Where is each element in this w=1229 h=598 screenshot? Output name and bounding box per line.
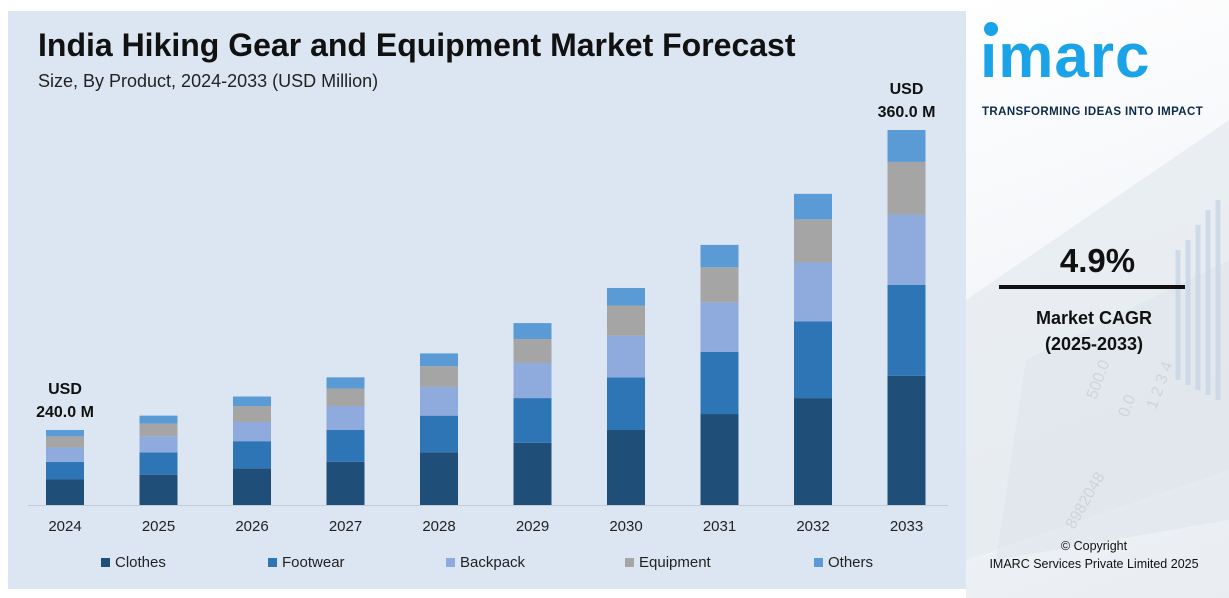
legend-item-others: Others: [814, 554, 873, 571]
annotation-currency-2033: USD: [890, 81, 924, 98]
cagr-divider: [999, 285, 1185, 289]
bar-segment-backpack-2025: [139, 436, 178, 453]
legend-item-clothes: Clothes: [101, 554, 166, 571]
copyright: © Copyright IMARC Services Private Limit…: [966, 537, 1222, 573]
x-tick-label-2031: 2031: [703, 518, 736, 535]
legend-item-footwear: Footwear: [268, 554, 345, 571]
bar-segment-others-2029: [513, 323, 552, 340]
bar-segment-equipment-2025: [139, 423, 178, 437]
bar-segment-equipment-2030: [607, 305, 645, 336]
bar-segment-backpack-2028: [420, 386, 458, 416]
bar-segment-clothes-2031: [700, 414, 739, 505]
imarc-logo: ımarc: [980, 22, 1151, 91]
bar-segment-equipment-2027: [326, 388, 365, 407]
bar-segment-others-2030: [607, 287, 645, 306]
legend-label-footwear: Footwear: [282, 554, 345, 571]
copyright-line1: © Copyright: [1060, 539, 1128, 553]
chart-legend: Clothes Footwear Backpack Equipment Others: [8, 554, 966, 578]
annotation-currency-2024: USD: [48, 381, 82, 398]
chart-title: India Hiking Gear and Equipment Market F…: [38, 27, 796, 63]
bar-segment-equipment-2026: [233, 406, 271, 423]
bar-segment-equipment-2029: [513, 339, 552, 363]
bar-segment-backpack-2032: [794, 262, 832, 322]
legend-label-equipment: Equipment: [639, 554, 711, 571]
x-tick-label-2030: 2030: [609, 518, 642, 535]
cagr-label-line1: Market CAGR: [1035, 308, 1153, 328]
x-tick-label-2025: 2025: [142, 518, 175, 535]
x-tick-label-2032: 2032: [796, 518, 829, 535]
annotation-total-2033: 360.0 M: [878, 104, 936, 121]
legend-swatch-backpack: [446, 558, 455, 567]
bar-segment-others-2024: [46, 430, 84, 437]
bar-segment-clothes-2033: [887, 375, 926, 505]
bar-segment-footwear-2031: [700, 351, 739, 415]
cagr-label-line2: (2025-2033): [1044, 334, 1144, 354]
cagr-value: 4.9%: [1059, 242, 1136, 279]
chart-panel: India Hiking Gear and Equipment Market F…: [8, 11, 966, 589]
side-panel: 500.0 0.0 1 2 3 4 8982048 ımarc TRANSFOR…: [966, 0, 1229, 598]
bar-segment-clothes-2032: [794, 398, 832, 505]
bar-segment-footwear-2033: [887, 284, 926, 376]
logo-dot: [984, 22, 998, 36]
decorative-background-graphic: 500.0 0.0 1 2 3 4 8982048: [966, 120, 1229, 560]
bar-segment-backpack-2029: [513, 362, 552, 399]
bar-segment-equipment-2031: [700, 267, 739, 303]
bar-segment-equipment-2028: [420, 366, 458, 387]
cagr-label: Market CAGR (2025-2033): [966, 305, 1222, 357]
bar-segment-clothes-2026: [233, 468, 271, 505]
bar-segment-others-2031: [700, 244, 739, 268]
legend-item-equipment: Equipment: [625, 554, 711, 571]
legend-label-clothes: Clothes: [115, 554, 166, 571]
bar-segment-footwear-2032: [794, 321, 832, 399]
bar-segment-others-2026: [233, 396, 271, 407]
x-tick-label-2024: 2024: [48, 518, 81, 535]
x-tick-label-2029: 2029: [516, 518, 549, 535]
bar-segment-footwear-2030: [607, 377, 645, 430]
legend-label-backpack: Backpack: [460, 554, 526, 571]
legend-swatch-equipment: [625, 558, 634, 567]
bar-segment-footwear-2029: [513, 398, 552, 443]
bar-segment-backpack-2031: [700, 302, 739, 352]
bar-segment-footwear-2024: [46, 461, 84, 480]
bar-segment-backpack-2024: [46, 447, 84, 462]
x-tick-label-2028: 2028: [422, 518, 455, 535]
bar-segment-others-2033: [887, 130, 926, 162]
bar-segment-equipment-2032: [794, 219, 832, 263]
chart-subtitle: Size, By Product, 2024-2033 (USD Million…: [38, 71, 379, 91]
bar-segment-footwear-2028: [420, 415, 458, 453]
x-tick-label-2026: 2026: [235, 518, 268, 535]
bar-segment-clothes-2024: [46, 479, 84, 505]
bar-segment-equipment-2024: [46, 436, 84, 448]
legend-item-backpack: Backpack: [446, 554, 525, 571]
stacked-bar-chart: 2024 2025 2026 2027 2028 2029 2030 2031 2032 2033…: [28, 81, 948, 535]
bar-segment-others-2032: [794, 193, 832, 220]
copyright-line2: IMARC Services Private Limited 2025: [989, 557, 1199, 571]
svg-text:0.0: 0.0: [1116, 393, 1140, 420]
bar-segment-clothes-2025: [139, 474, 178, 505]
legend-swatch-others: [814, 558, 823, 567]
legend-label-others: Others: [828, 554, 874, 571]
bar-segment-others-2028: [420, 353, 458, 367]
bar-segment-footwear-2025: [139, 452, 178, 475]
logo-tagline: TRANSFORMING IDEAS INTO IMPACT: [982, 106, 1204, 118]
bar-segment-backpack-2033: [887, 214, 926, 285]
legend-swatch-footwear: [268, 558, 277, 567]
x-tick-label-2027: 2027: [329, 518, 362, 535]
bar-segment-equipment-2033: [887, 161, 926, 215]
annotation-total-2024: 240.0 M: [36, 404, 94, 421]
bar-segment-footwear-2026: [233, 441, 271, 469]
bar-segment-clothes-2028: [420, 452, 458, 505]
bar-segment-backpack-2027: [326, 406, 365, 430]
bar-segment-clothes-2029: [513, 442, 552, 505]
bar-segment-clothes-2027: [326, 461, 365, 505]
legend-swatch-clothes: [101, 558, 110, 567]
bar-segment-footwear-2027: [326, 430, 365, 462]
x-tick-label-2033: 2033: [890, 518, 923, 535]
bar-segment-others-2025: [139, 415, 178, 424]
bar-segment-others-2027: [326, 377, 365, 389]
bar-segment-clothes-2030: [607, 430, 645, 505]
bar-segment-backpack-2026: [233, 422, 271, 442]
bar-segment-backpack-2030: [607, 335, 645, 378]
